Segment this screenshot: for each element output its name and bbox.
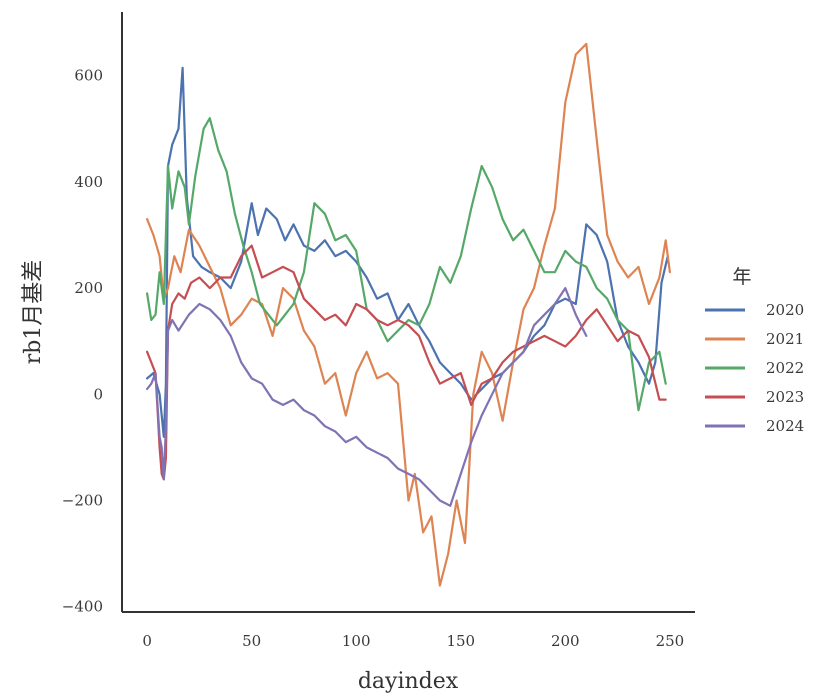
y-tick-label: −200 (62, 492, 103, 510)
legend-label-2021: 2021 (766, 330, 804, 348)
series-line-2020 (146, 66, 669, 438)
legend-title: 年 (732, 266, 751, 288)
series-line-2024 (146, 287, 588, 507)
y-tick-label: 600 (74, 67, 103, 85)
y-tick-label: 0 (93, 385, 103, 403)
x-tick-label: 250 (656, 632, 685, 650)
x-tick-label: 150 (446, 632, 475, 650)
x-tick-label: 100 (342, 632, 371, 650)
series-line-2023 (146, 244, 667, 481)
y-tick-label: 200 (74, 279, 103, 297)
x-tick-label: 0 (142, 632, 152, 650)
x-tick-labels: 0 50 100 150 200 250 (142, 632, 684, 650)
legend: 年 2020 2021 2022 2023 2024 (705, 266, 804, 435)
legend-label-2024: 2024 (766, 417, 804, 435)
x-axis-label: dayindex (358, 669, 459, 694)
x-tick-label: 50 (242, 632, 261, 650)
plot-area (146, 42, 672, 587)
series-line-2022 (146, 117, 667, 412)
x-tick-label: 200 (551, 632, 580, 650)
y-tick-labels: −400 −200 0 200 400 600 (62, 67, 103, 616)
y-tick-label: 400 (74, 173, 103, 191)
legend-label-2023: 2023 (766, 388, 804, 406)
y-axis-label: rb1月基差 (21, 260, 46, 365)
series-line-2021 (146, 42, 672, 587)
y-tick-label: −400 (62, 598, 103, 616)
legend-label-2020: 2020 (766, 301, 804, 319)
legend-label-2022: 2022 (766, 359, 804, 377)
